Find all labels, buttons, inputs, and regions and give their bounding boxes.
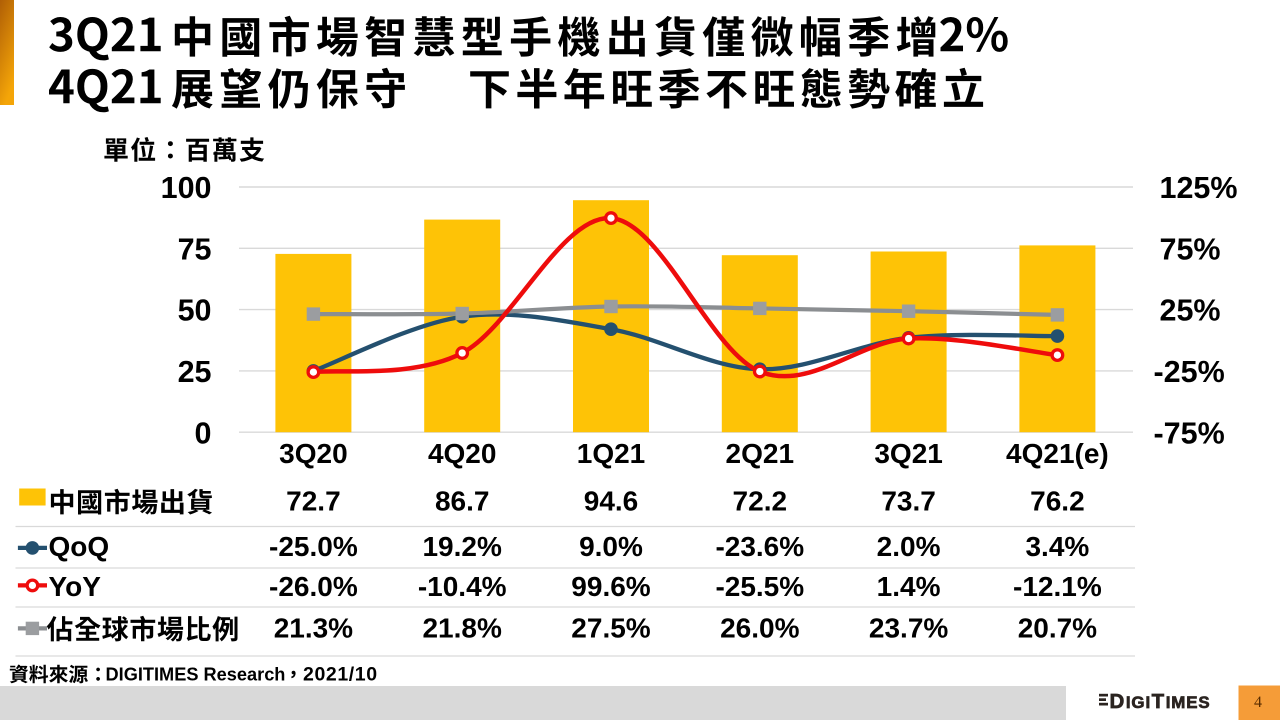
- svg-text:3Q21: 3Q21: [874, 438, 943, 469]
- svg-text:19.2%: 19.2%: [422, 531, 501, 562]
- svg-text:25%: 25%: [1160, 294, 1221, 328]
- svg-text:72.7: 72.7: [286, 486, 341, 517]
- svg-text:50: 50: [178, 294, 212, 328]
- svg-text:-26.0%: -26.0%: [269, 571, 358, 602]
- svg-text:-10.4%: -10.4%: [418, 571, 507, 602]
- svg-text:94.6: 94.6: [584, 486, 639, 517]
- svg-text:-12.1%: -12.1%: [1013, 571, 1102, 602]
- svg-text:-23.6%: -23.6%: [715, 531, 804, 562]
- svg-text:23.7%: 23.7%: [869, 613, 948, 644]
- svg-text:-75%: -75%: [1154, 416, 1225, 450]
- svg-text:4: 4: [1254, 694, 1262, 711]
- svg-text:73.7: 73.7: [881, 486, 936, 517]
- svg-text:21.3%: 21.3%: [274, 613, 353, 644]
- svg-text:75%: 75%: [1160, 232, 1221, 266]
- svg-text:21.8%: 21.8%: [422, 613, 501, 644]
- svg-text:2021/10: 2021/10: [303, 664, 378, 686]
- svg-text:1Q21: 1Q21: [577, 438, 646, 469]
- svg-text:26.0%: 26.0%: [720, 613, 799, 644]
- svg-text:76.2: 76.2: [1030, 486, 1085, 517]
- svg-text:3.4%: 3.4%: [1025, 531, 1089, 562]
- svg-text:0: 0: [195, 416, 212, 450]
- svg-text:-25%: -25%: [1154, 355, 1225, 389]
- svg-text:DIGITIMES: DIGITIMES: [1110, 690, 1211, 713]
- svg-text:86.7: 86.7: [435, 486, 490, 517]
- svg-text:1.4%: 1.4%: [877, 571, 941, 602]
- svg-text:4Q20: 4Q20: [428, 438, 497, 469]
- svg-text:99.6%: 99.6%: [571, 571, 650, 602]
- svg-text:QoQ: QoQ: [49, 531, 110, 562]
- svg-text:72.2: 72.2: [733, 486, 788, 517]
- svg-text:DIGITIMES Research: DIGITIMES Research: [106, 665, 286, 685]
- svg-text:-25.0%: -25.0%: [269, 531, 358, 562]
- svg-text:9.0%: 9.0%: [579, 531, 643, 562]
- svg-text:125%: 125%: [1160, 171, 1238, 205]
- svg-text:25: 25: [178, 355, 212, 389]
- svg-text:YoY: YoY: [49, 571, 102, 602]
- svg-text:100: 100: [161, 171, 212, 205]
- svg-text:3Q20: 3Q20: [279, 438, 348, 469]
- svg-text:2.0%: 2.0%: [877, 531, 941, 562]
- svg-text:4Q21(e): 4Q21(e): [1006, 438, 1109, 469]
- svg-text:27.5%: 27.5%: [571, 613, 650, 644]
- svg-text:20.7%: 20.7%: [1018, 613, 1097, 644]
- svg-text:-25.5%: -25.5%: [715, 571, 804, 602]
- svg-text:75: 75: [178, 232, 212, 266]
- svg-text:2Q21: 2Q21: [726, 438, 795, 469]
